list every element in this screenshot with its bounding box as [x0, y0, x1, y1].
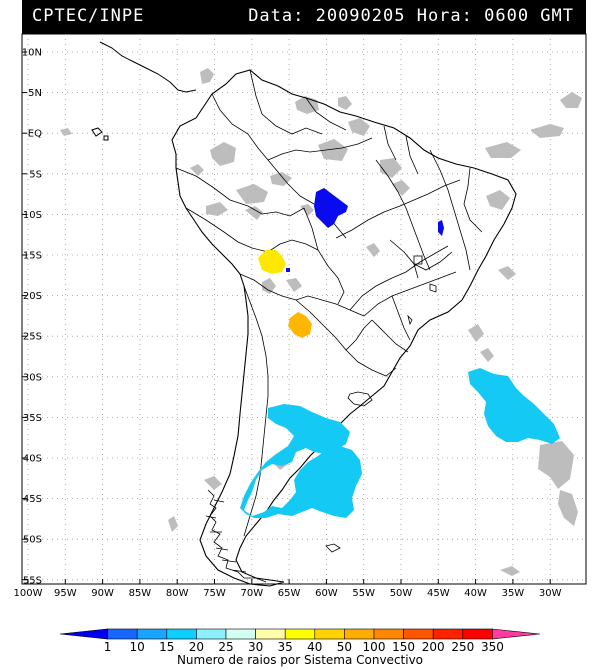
colorbar-tick-label: 10: [130, 640, 145, 654]
lat-label: 15S: [23, 251, 42, 262]
colorbar-tick-label: 25: [218, 640, 233, 654]
colorbar-cell: [225, 628, 256, 640]
lon-label: 50W: [390, 588, 413, 599]
system-cyan-atlantic: [468, 368, 560, 444]
lon-label: 70W: [240, 588, 263, 599]
lon-label: 30W: [539, 588, 562, 599]
lon-label: 100W: [14, 588, 43, 599]
lat-label: 50S: [23, 535, 42, 546]
colorbar-cell: [196, 628, 227, 640]
lat-label: 40S: [23, 454, 42, 465]
convective-systems: [240, 188, 560, 518]
colorbar-tick-label: 350: [481, 640, 504, 654]
map-header: CPTEC/INPE Data: 20090205 Hora: 0600 GMT: [22, 0, 586, 34]
longitude-labels: 100W 95W 90W 85W 80W 75W 70W 65W 60W 55W 50W 45W 40W…: [14, 579, 562, 599]
lon-label: 65W: [278, 588, 301, 599]
colorbar-tick-label: 200: [422, 640, 445, 654]
colorbar-cell: [166, 628, 197, 640]
colorbar-tick-label: 40: [307, 640, 322, 654]
colorbar-cell: [344, 628, 375, 640]
lat-label: 10N: [22, 48, 42, 59]
colorbar-cell: [314, 628, 345, 640]
colorbar-tick-label: 20: [189, 640, 204, 654]
lat-label: EQ: [28, 129, 42, 140]
system-yellow-bolivia: [258, 250, 286, 274]
datetime-label: Data: 20090205 Hora: 0600 GMT: [248, 6, 574, 26]
colorbar-tick-label: 150: [392, 640, 415, 654]
colorbar-tick-label: 15: [159, 640, 174, 654]
colorbar-tick-label: 50: [337, 640, 352, 654]
latitude-labels: 10N 5N EQ 5S 10S 15S 20S 25S 30S 35S 40S 45S 50S 55S: [22, 48, 42, 587]
system-orange-paraguay: [288, 312, 312, 338]
lat-label: 5S: [29, 169, 42, 180]
lat-label: 10S: [23, 210, 42, 221]
colorbar-tick-label: 35: [278, 640, 293, 654]
colorbar-tick-label: 1: [104, 640, 112, 654]
lon-label: 60W: [315, 588, 338, 599]
lon-label: 85W: [129, 588, 152, 599]
country-borders: [175, 69, 483, 537]
colorbar-tick-label: 100: [363, 640, 386, 654]
southern-chile-fjords: [205, 489, 267, 583]
colorbar-cell: [107, 628, 138, 640]
colorbar-cell: [403, 628, 434, 640]
colorbar-cell: [255, 628, 286, 640]
lon-label: 35W: [502, 588, 525, 599]
lat-label: 55S: [23, 575, 42, 586]
lon-label: 45W: [427, 588, 450, 599]
colorbar-tick-label: 250: [451, 640, 474, 654]
cloud-cover: [60, 68, 582, 576]
lon-label: 80W: [166, 588, 189, 599]
lon-label: 95W: [54, 588, 77, 599]
central-america-coastline: [99, 41, 197, 93]
system-cyan-argentina: [240, 404, 362, 518]
colorbar-cell: [59, 628, 108, 640]
lat-label: 45S: [23, 494, 42, 505]
colorbar-cell: [432, 628, 464, 640]
colorbar-title: Numero de raios por Sistema Convectivo: [176, 653, 424, 667]
colorbar-cell: [492, 628, 541, 640]
colorbar-cell: [136, 628, 168, 640]
lat-label: 35S: [23, 413, 42, 424]
lon-label: 90W: [91, 588, 114, 599]
lat-label: 25S: [23, 332, 42, 343]
system-blue-amazon: [314, 188, 348, 228]
lon-label: 40W: [464, 588, 487, 599]
colorbar-ticks: 1 10 15 20 25 30 35 40 50 100 150 200 250 350: [104, 640, 504, 654]
source-label: CPTEC/INPE: [32, 6, 145, 26]
lat-label: 30S: [23, 372, 42, 383]
colorbar: [59, 628, 541, 640]
lon-label: 75W: [203, 588, 226, 599]
colorbar-cell: [373, 628, 404, 640]
colorbar-cell: [284, 628, 316, 640]
lat-label: 20S: [23, 291, 42, 302]
colorbar-tick-label: 30: [248, 640, 263, 654]
lat-label: 5N: [28, 88, 42, 99]
lon-label: 55W: [352, 588, 375, 599]
colorbar-cell: [462, 628, 493, 640]
